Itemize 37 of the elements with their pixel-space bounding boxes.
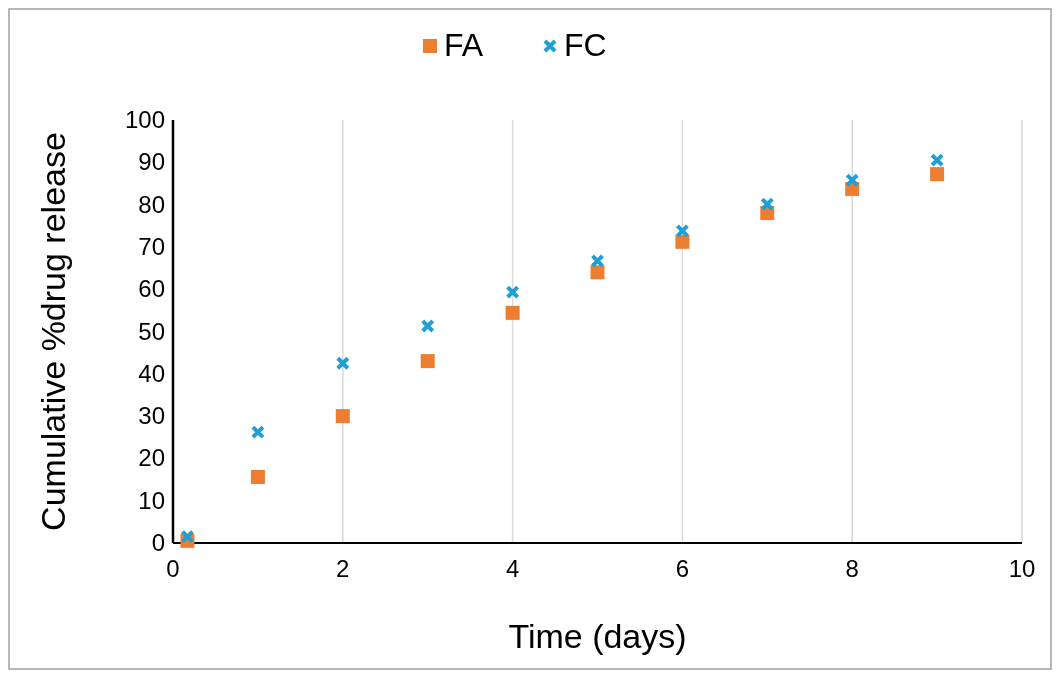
- x-tick-label: 6: [675, 555, 690, 582]
- x-axis-title: Time (days): [508, 617, 687, 655]
- point: [250, 425, 265, 440]
- y-tick-label: 80: [138, 190, 165, 218]
- point: [420, 354, 435, 369]
- point: [590, 253, 605, 268]
- y-tick-label: 30: [138, 402, 165, 430]
- y-tick-label: 20: [138, 444, 165, 472]
- point: [180, 529, 195, 544]
- y-tick-label: 100: [124, 106, 165, 133]
- point: [760, 197, 775, 212]
- point: [590, 265, 605, 280]
- x-tick-label: 2: [336, 555, 350, 582]
- y-tick-label: 0: [151, 529, 165, 556]
- legend-label: FA: [444, 27, 484, 63]
- y-tick-label: 40: [138, 359, 165, 387]
- point: [250, 470, 265, 485]
- y-tick-label: 50: [138, 317, 165, 345]
- point: [675, 234, 690, 249]
- y-tick-label: 70: [138, 232, 165, 260]
- point: [505, 285, 520, 300]
- point: [675, 223, 690, 238]
- point: [335, 356, 350, 371]
- legend-label: FC: [564, 27, 607, 63]
- x-tick-label: 10: [1008, 555, 1036, 582]
- y-tick-label: 60: [138, 275, 165, 303]
- point: [420, 319, 435, 333]
- x-tick-label: 8: [845, 555, 859, 582]
- point: [335, 409, 350, 424]
- point: [845, 173, 860, 188]
- y-tick-label: 10: [138, 486, 165, 514]
- point: [930, 153, 945, 168]
- point: [505, 305, 520, 320]
- point: [930, 167, 945, 182]
- y-axis-title: Cumulative %drug release: [34, 132, 72, 531]
- x-tick-label: 4: [505, 555, 520, 582]
- y-tick-label: 90: [138, 148, 165, 176]
